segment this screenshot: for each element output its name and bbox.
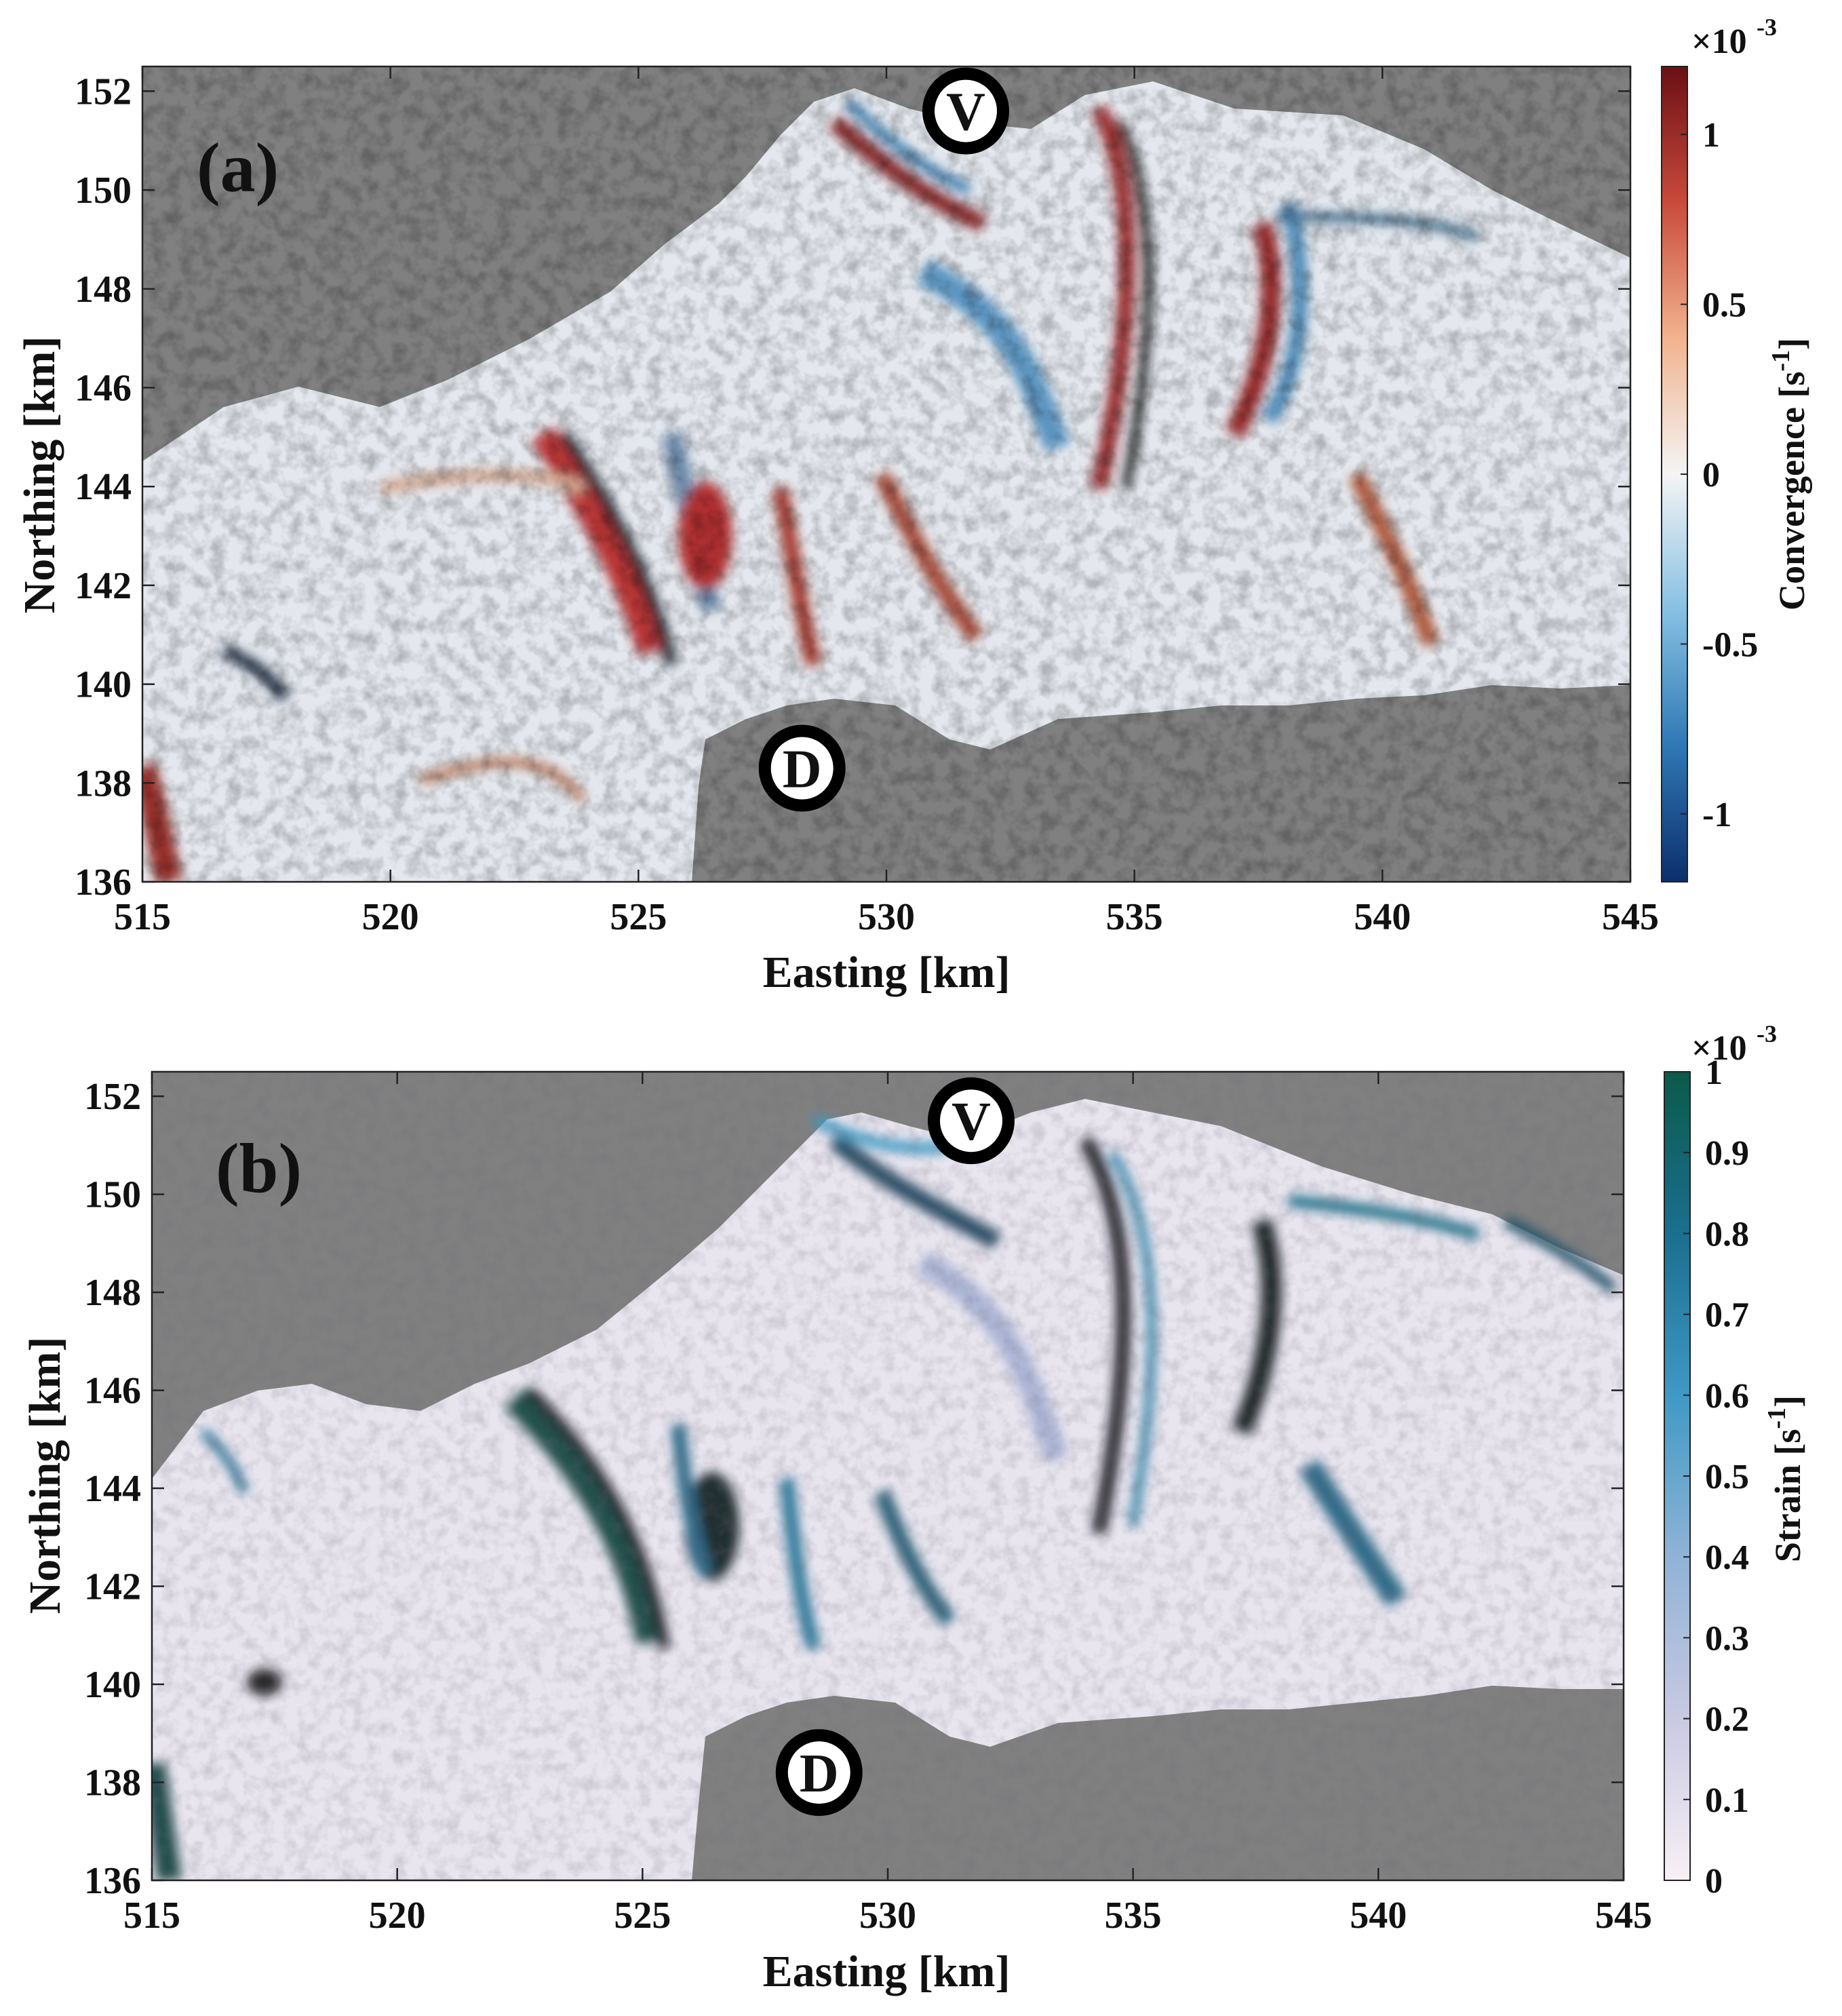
y-tick-label: 144: [75, 466, 132, 508]
colorbar-tick-label: 1: [1705, 1053, 1723, 1092]
colorbar-tick-label: 0.1: [1705, 1781, 1749, 1820]
marker-label: V: [952, 1092, 991, 1152]
x-axis-label: Easting [km]: [763, 948, 1011, 997]
colorbar-label: Convergence [s-1]: [1767, 338, 1812, 610]
colorbar-exponent-base: ×10: [1691, 22, 1747, 61]
panel-label: (a): [197, 129, 279, 207]
site-markers: VD: [758, 67, 1010, 812]
marker-disc: [939, 1089, 1002, 1152]
colorbar-label: Strain [s-1]: [1763, 1395, 1808, 1562]
colorbar-tick-label: 0.5: [1702, 286, 1746, 325]
colorbar-tick-label: -0.5: [1702, 625, 1758, 664]
colorbar-exponent: -3: [1757, 14, 1777, 41]
colorbar-tick-label: 0.5: [1705, 1458, 1749, 1496]
site-markers: VD: [775, 1077, 1015, 1817]
x-tick-label: 515: [114, 896, 171, 938]
axis-ticks: 515 520 525 530 535 540 545 136 138 140 142 144 146 1…: [75, 66, 1659, 938]
x-tick-label: 515: [123, 1895, 180, 1937]
x-tick-label: 520: [369, 1895, 426, 1937]
marker-label: D: [800, 1744, 839, 1804]
marker-disc: [787, 1741, 850, 1804]
y-tick-label: 148: [75, 269, 132, 311]
colorbar-exponent-base: ×10: [1691, 1029, 1747, 1068]
colorbar-tick-label: -1: [1702, 796, 1731, 834]
colorbar-tick-label: 1: [1702, 116, 1720, 155]
colorbar: ×10 -3 Convergence [s-1] 1 0.5 0 -0.5 -1: [1661, 14, 1812, 883]
y-axis-label: Northing [km]: [15, 336, 64, 614]
site-marker-v: V: [927, 1077, 1015, 1165]
colorbar: ×10 -3 Strain [s-1] 1 0.9 0.8 0.7 0.6 0.5 0.4 0…: [1664, 1020, 1808, 1901]
x-tick-label: 520: [362, 896, 419, 938]
x-tick-label: 530: [858, 896, 915, 938]
x-tick-label: 545: [1595, 1895, 1652, 1937]
x-tick-label: 530: [859, 1895, 916, 1937]
y-tick-label: 146: [75, 368, 132, 410]
colorbar-tick-label: 0.9: [1705, 1134, 1749, 1173]
y-tick-label: 148: [84, 1272, 141, 1314]
y-tick-label: 146: [84, 1370, 141, 1412]
marker-label: D: [783, 739, 822, 799]
x-tick-label: 540: [1354, 896, 1411, 938]
colorbar-tick-label: 0: [1702, 456, 1720, 495]
marker-label: V: [946, 83, 985, 142]
y-tick-label: 150: [84, 1174, 141, 1216]
colorbar-tick-label: 0.2: [1705, 1701, 1749, 1739]
y-tick-label: 136: [84, 1860, 141, 1902]
colorbar-ticks: 1 0.9 0.8 0.7 0.6 0.5 0.4 0.3 0.2 0.1 0: [1683, 1053, 1749, 1901]
marker-disc: [935, 79, 998, 142]
colorbar-tick-label: 0.8: [1705, 1215, 1749, 1254]
x-tick-label: 525: [610, 896, 667, 938]
y-tick-label: 142: [75, 565, 132, 607]
axis-ticks: 515 520 525 530 535 540 545 136 138 140 142 144 146 1…: [84, 1072, 1652, 1937]
y-tick-label: 150: [75, 170, 132, 212]
x-tick-label: 535: [1106, 896, 1163, 938]
y-tick-label: 152: [75, 71, 132, 113]
x-axis-label: Easting [km]: [763, 1947, 1011, 1996]
x-tick-label: 540: [1350, 1895, 1407, 1937]
colorbar-tick-label: 0.3: [1705, 1619, 1749, 1658]
site-marker-v: V: [922, 67, 1010, 155]
y-tick-label: 142: [84, 1566, 141, 1608]
site-marker-d: D: [775, 1729, 863, 1817]
x-tick-label: 545: [1602, 896, 1659, 938]
y-tick-label: 136: [75, 861, 132, 904]
colorbar-tick-label: 0.4: [1705, 1538, 1749, 1577]
panel-label: (b): [216, 1129, 302, 1207]
colorbar-tick-label: 0.6: [1705, 1377, 1749, 1416]
colorbar-ticks: 1 0.5 0 -0.5 -1: [1681, 116, 1758, 834]
y-axis-label: Northing [km]: [20, 1337, 70, 1614]
colorbar-exponent: -3: [1757, 1020, 1777, 1047]
x-tick-label: 525: [614, 1895, 671, 1937]
y-tick-label: 140: [75, 664, 132, 706]
y-tick-label: 144: [84, 1468, 141, 1510]
x-tick-label: 535: [1105, 1895, 1162, 1937]
y-tick-label: 140: [84, 1664, 141, 1706]
y-tick-label: 138: [75, 762, 132, 805]
panel-b-strain: 515 520 525 530 535 540 545 136 138 140 142 144 146 1…: [20, 1020, 1808, 1996]
y-tick-label: 152: [84, 1076, 141, 1118]
y-tick-label: 138: [84, 1762, 141, 1804]
colorbar-tick-label: 0.7: [1705, 1296, 1749, 1335]
panel-a-convergence: 515 520 525 530 535 540 545 136 138 140 142 144 146 1…: [15, 14, 1812, 997]
colorbar-tick-label: 0: [1705, 1862, 1723, 1901]
site-marker-d: D: [758, 724, 846, 812]
marker-disc: [770, 737, 834, 800]
